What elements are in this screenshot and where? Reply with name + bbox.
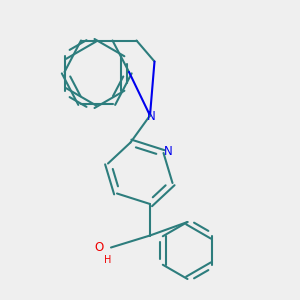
Text: H: H [104, 255, 112, 265]
Text: O: O [94, 241, 104, 254]
Text: N: N [147, 110, 156, 124]
Text: N: N [164, 145, 172, 158]
